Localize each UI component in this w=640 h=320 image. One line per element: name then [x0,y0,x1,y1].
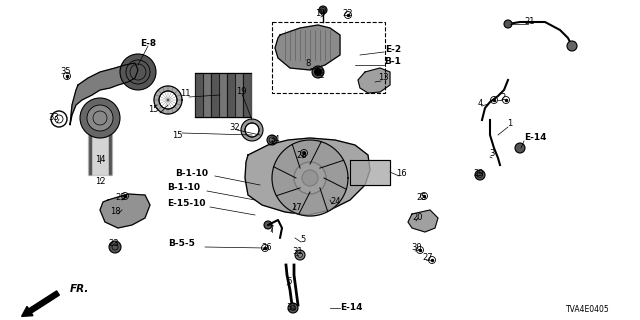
Text: TVA4E0405: TVA4E0405 [566,305,610,314]
Circle shape [295,250,305,260]
Circle shape [241,119,263,141]
Polygon shape [211,73,219,117]
Text: 26: 26 [262,243,272,252]
Text: 13: 13 [378,74,388,83]
Text: 11: 11 [180,89,190,98]
Polygon shape [88,130,112,175]
Polygon shape [154,86,182,114]
Circle shape [314,68,321,76]
Text: 24: 24 [331,196,341,205]
Text: 31: 31 [287,302,298,311]
Text: 35: 35 [61,68,71,76]
Circle shape [109,241,121,253]
Text: 10: 10 [315,9,325,18]
Text: 14: 14 [95,156,105,164]
Circle shape [504,20,512,28]
Text: 15: 15 [172,131,182,140]
Text: 23: 23 [116,193,126,202]
Text: 33: 33 [49,114,60,123]
Circle shape [87,105,113,131]
Circle shape [264,221,272,229]
Text: 20: 20 [413,213,423,222]
Text: 16: 16 [396,169,406,178]
Text: 31: 31 [292,247,303,257]
Polygon shape [219,73,227,117]
Polygon shape [235,73,243,117]
Text: B-1: B-1 [385,58,401,67]
Text: 3: 3 [490,149,495,158]
Text: 23: 23 [109,239,119,249]
Text: 9: 9 [318,69,324,78]
Text: E-14: E-14 [524,133,547,142]
Text: FR.: FR. [70,284,90,294]
Text: E-8: E-8 [140,38,156,47]
Text: 4: 4 [477,99,483,108]
Text: 21: 21 [525,17,535,26]
Circle shape [288,303,298,313]
Text: 17: 17 [291,203,301,212]
Text: 19: 19 [236,86,246,95]
Text: 7: 7 [268,225,274,234]
Text: B-1-10: B-1-10 [168,183,200,193]
FancyArrow shape [22,291,60,316]
Circle shape [294,162,326,194]
Polygon shape [408,210,438,232]
Text: 12: 12 [95,178,105,187]
Polygon shape [100,194,150,228]
Text: 6: 6 [286,277,292,286]
Polygon shape [358,68,390,93]
Text: 25: 25 [417,193,428,202]
Text: 27: 27 [422,252,433,261]
Circle shape [475,170,485,180]
Text: B-1-10: B-1-10 [175,169,209,178]
Circle shape [312,66,324,78]
Polygon shape [245,138,370,215]
Polygon shape [272,140,348,216]
Circle shape [302,170,318,186]
Text: 28: 28 [297,150,307,159]
Circle shape [120,54,156,90]
Polygon shape [203,73,211,117]
Text: 30: 30 [412,244,422,252]
Circle shape [515,143,525,153]
Text: 32: 32 [230,123,240,132]
Polygon shape [227,73,235,117]
Polygon shape [275,25,340,70]
Polygon shape [70,63,138,125]
Circle shape [567,41,577,51]
Text: 34: 34 [269,135,280,145]
Polygon shape [195,73,203,117]
Text: 29: 29 [474,170,484,179]
Bar [272,22,385,93]
Text: 8: 8 [305,60,310,68]
Text: 2: 2 [500,92,506,101]
Text: B-5-5: B-5-5 [168,239,195,249]
Text: 15: 15 [148,106,158,115]
Text: 5: 5 [300,235,306,244]
Polygon shape [243,73,251,117]
Text: E-2: E-2 [385,44,401,53]
Circle shape [159,91,177,109]
Circle shape [245,123,259,137]
Text: 1: 1 [508,119,513,129]
Circle shape [319,6,327,14]
Text: 22: 22 [343,9,353,18]
Polygon shape [350,160,390,185]
Text: E-14: E-14 [340,302,362,311]
Text: 18: 18 [109,206,120,215]
Circle shape [267,135,277,145]
Text: E-15-10: E-15-10 [167,199,205,209]
Circle shape [80,98,120,138]
